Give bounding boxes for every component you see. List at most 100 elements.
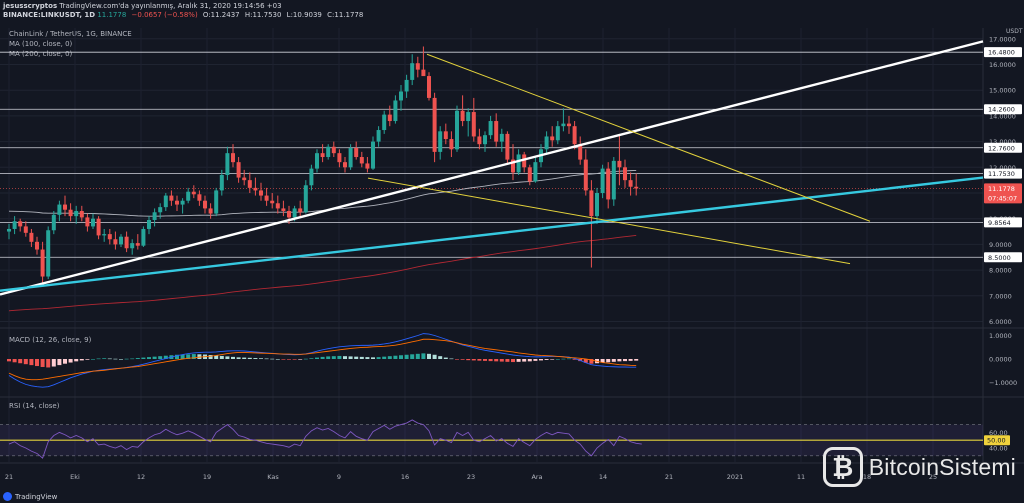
candle-body [180,200,185,205]
macd-histogram-bar [371,357,375,359]
price-level-label: 8.5000 [988,254,1011,262]
macd-histogram-bar [253,358,258,359]
macd-histogram-bar [208,355,213,359]
candle-body [169,195,174,201]
macd-pane: 1.0000 0.0000 −1.0000 [7,332,1017,388]
candle-body [471,112,476,137]
macd-histogram-bar [124,358,129,360]
macd-tick: 0.0000 [989,356,1012,364]
macd-histogram-bar [18,359,23,364]
candle-body [309,168,314,186]
price-level-label: 12.7600 [988,144,1015,152]
candle-body [516,154,521,173]
macd-histogram-bar [35,359,39,367]
macd-histogram-bar [471,359,476,361]
candle-body [214,190,219,214]
time-tick: 11 [797,473,805,481]
macd-histogram-bar [527,359,532,362]
candle-body [51,214,56,231]
price-level-label: 14.2600 [988,106,1015,114]
trend-lines [0,40,984,296]
macd-histogram-bar [231,356,235,359]
candle-body [186,191,191,201]
macd-histogram-bar [387,356,392,359]
candle-body [561,123,566,127]
macd-histogram-bar [23,359,28,365]
candle-body [589,190,594,217]
macd-histogram-bar [404,354,409,359]
ohlc-close: C:11.1778 [327,11,364,19]
candle-body [421,69,426,77]
signal-line [8,338,637,381]
macd-histogram-bar [623,359,627,362]
macd-histogram-bar [399,355,403,359]
rsi-line [8,419,642,459]
candle-body [298,208,303,213]
macd-histogram-bar [51,359,56,367]
tradingview-brand[interactable]: TradingView [3,492,57,501]
macd-histogram-bar [91,359,95,360]
macd-legend: MACD (12, 26, close, 9) [9,336,92,344]
candle-body [567,123,571,127]
macd-histogram-bar [460,359,465,360]
candle-body [29,232,34,242]
macd-histogram-bar [382,356,387,359]
ma100-legend: MA (100, close, 0) [9,40,73,48]
candle-body [544,136,549,150]
candle-body [315,153,319,169]
candle-body [404,79,409,92]
macd-histogram-bar [348,356,353,359]
tradingview-logo-icon [3,492,12,501]
candle-body [40,249,45,277]
macd-histogram-bar [298,359,303,360]
candle-body [281,208,286,211]
price-level-badge [984,47,1022,58]
candle-body [191,191,196,195]
macd-histogram-bar [343,356,347,359]
time-tick: 9 [337,473,341,481]
candle-body [141,228,146,246]
candle-body [63,204,67,210]
macd-histogram-bar [270,358,275,360]
macd-histogram-bar [567,358,571,360]
candle-body [634,186,639,189]
candle-body [505,133,510,160]
current-price-badge [984,183,1022,204]
time-tick: 12 [137,473,145,481]
ohlc-row: BINANCE:LINKUSDT, 1D 11.1778 −0.0657 (−0… [3,11,366,19]
macd-tick: 1.0000 [989,332,1012,340]
candle-body [623,167,627,181]
macd-histogram-bar [7,359,11,362]
candle-body [236,162,241,178]
candle-body [158,207,163,213]
candle-body [606,168,611,200]
candle-body [57,204,62,215]
candle-body [595,193,599,217]
macd-histogram-bar [68,359,73,363]
macd-histogram-bar [85,359,90,360]
candles [7,46,639,286]
macd-histogram-bar [315,357,319,359]
macd-histogram-bar [12,359,17,363]
time-tick: 23 [467,473,475,481]
time-tick: 18 [863,473,871,481]
candle-body [68,209,73,217]
macd-histogram-bar [359,356,364,359]
macd-histogram-bar [130,358,135,360]
candle-body [175,200,179,205]
candle-body [107,234,112,240]
ascending-trend-line [0,40,984,296]
candle-body [12,221,17,229]
macd-histogram-bar [376,357,381,359]
rsi-level-badge [984,435,1010,446]
macd-histogram-bar [191,354,196,359]
macd-histogram-bar [393,355,398,359]
symbol-label: BINANCE:LINKUSDT, 1D [3,11,96,19]
macd-histogram-bar [158,356,163,359]
candle-body [124,236,129,249]
candle-body [337,153,342,163]
macd-histogram-bar [522,359,527,362]
publish-info: jesusscryptos TradingView.com'da yayınla… [3,2,282,10]
candle-body [611,160,616,200]
